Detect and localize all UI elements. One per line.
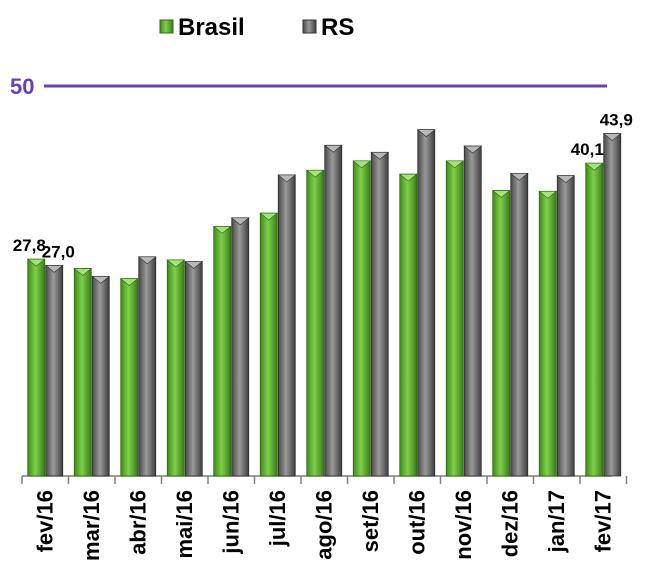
- bar-rs-out-16: [416, 129, 436, 477]
- bar-brasil-nov-16: [445, 160, 465, 477]
- x-tick-label: out/16: [404, 490, 429, 555]
- bar-brasil-abr-16: [119, 278, 139, 477]
- data-labels: 27,827,0 40,1 43,9: [13, 111, 633, 262]
- bars: [26, 129, 622, 477]
- legend-label-rs: RS: [321, 14, 354, 41]
- bar-brasil-out-16: [398, 173, 418, 477]
- bar-rs-fev-16: [44, 264, 64, 477]
- x-axis-ticks: [21, 476, 628, 484]
- bar-brasil-fev-17: [584, 162, 604, 477]
- bar-rs-set-16: [370, 151, 390, 477]
- legend-swatch-rs: [302, 19, 317, 34]
- bar-brasil-set-16: [352, 160, 372, 477]
- x-tick-label: nov/16: [451, 490, 476, 560]
- bar-rs-mar-16: [91, 275, 111, 477]
- bar-brasil-ago-16: [305, 169, 325, 477]
- bar-rs-nov-16: [463, 145, 483, 477]
- x-axis-tick-labels: fev/16 mar/16 abr/16 mai/16 jun/16 jul/16 ago/…: [32, 490, 615, 561]
- x-tick-label: jul/16: [265, 490, 290, 547]
- x-tick-label: mai/16: [172, 490, 197, 559]
- reference-line-label: 50: [10, 74, 34, 99]
- x-tick-label: ago/16: [311, 490, 336, 560]
- legend-label-brasil: Brasil: [178, 14, 245, 41]
- bar-brasil-mar-16: [73, 268, 93, 477]
- x-tick-label: set/16: [358, 490, 383, 552]
- data-label: 27,8: [13, 236, 46, 255]
- x-tick-label: abr/16: [125, 490, 150, 555]
- bar-rs-ago-16: [323, 144, 343, 477]
- x-tick-label: jan/17: [544, 490, 569, 553]
- bar-brasil-jun-16: [212, 225, 232, 477]
- bar-rs-dez-16: [509, 172, 529, 477]
- bar-rs-jun-16: [230, 217, 250, 477]
- bar-rs-jul-16: [277, 174, 297, 477]
- x-tick-label: fev/16: [32, 490, 57, 552]
- bar-rs-mai-16: [184, 261, 204, 477]
- data-label: 40,1: [571, 140, 604, 159]
- bar-brasil-dez-16: [491, 190, 511, 477]
- bar-brasil-jul-16: [259, 212, 279, 477]
- data-label: 27,0: [42, 242, 75, 261]
- x-tick-label: dez/16: [497, 490, 522, 557]
- bar-rs-jan-17: [556, 175, 576, 477]
- bar-brasil-jan-17: [538, 190, 558, 477]
- bar-rs-fev-17: [602, 133, 622, 477]
- bar-rs-abr-16: [137, 256, 157, 477]
- legend-swatch-brasil: [159, 19, 174, 34]
- legend: Brasil RS: [159, 14, 354, 41]
- data-label: 43,9: [600, 111, 633, 130]
- x-tick-label: fev/17: [590, 490, 615, 552]
- bar-brasil-fev-16: [26, 258, 46, 477]
- x-tick-label: mar/16: [79, 490, 104, 561]
- x-tick-label: jun/16: [218, 490, 243, 555]
- bar-brasil-mai-16: [166, 259, 186, 477]
